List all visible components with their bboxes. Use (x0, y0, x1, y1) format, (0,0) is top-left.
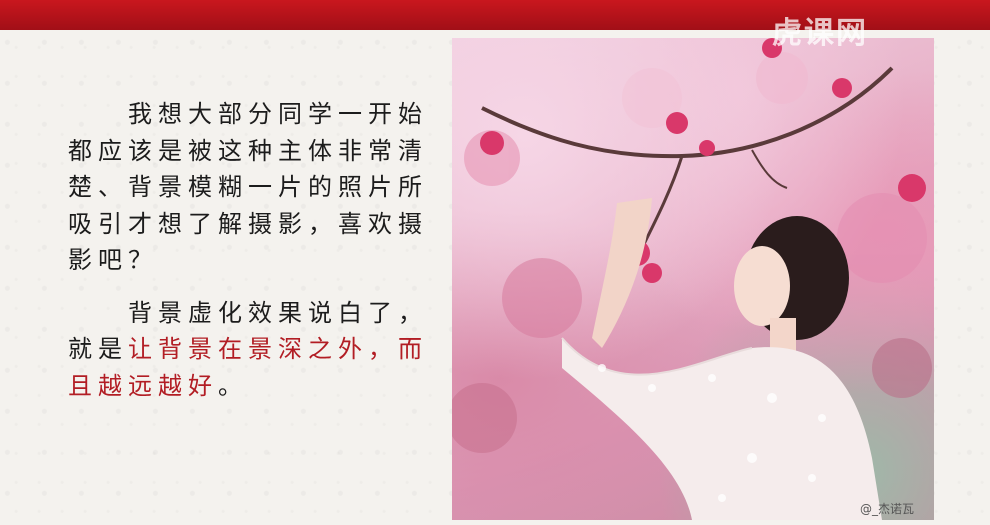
paragraph-2-red: 让背景在景深之外，而且越远越好 (68, 335, 428, 400)
watermark-logo: 虎课网 (772, 16, 868, 51)
paragraph-2: 背景虚化效果说白了，就是让背景在景深之外，而且越远越好。 (68, 295, 440, 405)
paragraph-1: 我想大部分同学一开始都应该是被这种主体非常清楚、背景模糊一片的照片所吸引才想了解… (68, 100, 428, 274)
paragraph-2-black: 背景虚化效果说白了，就是 (68, 298, 428, 364)
paragraph-2-end: 。 (218, 371, 248, 400)
portrait-photo (452, 38, 934, 520)
slide-text: 我想大部分同学一开始都应该是被这种主体非常清楚、背景模糊一片的照片所吸引才想了解… (68, 96, 440, 420)
watermark-credit: @_杰诺瓦 (860, 502, 915, 516)
photo-illustration (452, 38, 932, 520)
